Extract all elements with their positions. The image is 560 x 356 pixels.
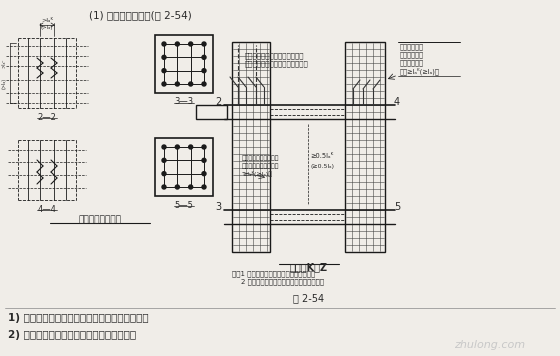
- Circle shape: [202, 69, 206, 73]
- Circle shape: [189, 82, 193, 86]
- Circle shape: [202, 185, 206, 189]
- Circle shape: [162, 158, 166, 162]
- Circle shape: [162, 55, 166, 59]
- Circle shape: [175, 82, 179, 86]
- Bar: [232, 42, 270, 252]
- Text: zhulong.com: zhulong.com: [454, 340, 526, 350]
- Text: 纵向鑉筋弯折要求: 纵向鑉筋弯折要求: [78, 215, 122, 225]
- Text: 2) 柱纵向鑉筋的连接宜采用机械连接接头。: 2) 柱纵向鑉筋的连接宜采用机械连接接头。: [8, 330, 136, 340]
- Text: 4: 4: [394, 97, 400, 107]
- Text: 框支梁或楼层: 框支梁或楼层: [400, 59, 424, 66]
- Text: 2—2: 2—2: [38, 112, 57, 121]
- Text: ≥lₐᴷ(≥lₐ)。: ≥lₐᴷ(≥lₐ)。: [242, 171, 272, 177]
- Circle shape: [189, 145, 193, 149]
- Circle shape: [162, 185, 166, 189]
- Text: (>lₐ): (>lₐ): [41, 25, 53, 30]
- Text: 锁入框支架或楼层板内: 锁入框支架或楼层板内: [242, 163, 279, 169]
- Circle shape: [202, 158, 206, 162]
- Text: 框支栗K乙Z: 框支栗K乙Z: [290, 262, 328, 272]
- Circle shape: [175, 145, 179, 149]
- Circle shape: [202, 145, 206, 149]
- Text: ≥0.5lₐᴷ: ≥0.5lₐᴷ: [310, 153, 334, 159]
- Text: 框支柱部分纵筋延伸到上层剪力: 框支柱部分纵筋延伸到上层剪力: [245, 52, 305, 59]
- Circle shape: [202, 172, 206, 176]
- Text: 2 柱纵向鑉筋的连接宜采用机械连接接头。: 2 柱纵向鑉筋的连接宜采用机械连接接头。: [232, 278, 324, 284]
- Text: 5: 5: [394, 202, 400, 212]
- Text: >lₐᴷ: >lₐᴷ: [41, 17, 53, 22]
- Text: 图 2-54: 图 2-54: [293, 293, 324, 303]
- Text: 算起，弯锁入: 算起，弯锁入: [400, 51, 424, 58]
- Circle shape: [202, 42, 206, 46]
- Circle shape: [202, 82, 206, 86]
- Text: 自框支柱边缘: 自框支柱边缘: [400, 43, 424, 49]
- Text: 力墙楼板顶，规则为：能通则通。: 力墙楼板顶，规则为：能通则通。: [245, 60, 309, 67]
- Bar: [164, 44, 204, 84]
- Circle shape: [189, 42, 193, 46]
- Circle shape: [175, 42, 179, 46]
- Circle shape: [162, 69, 166, 73]
- Text: (>lₐ): (>lₐ): [2, 78, 7, 89]
- Text: 3—3: 3—3: [174, 98, 194, 106]
- Bar: [155, 35, 213, 93]
- Text: 板内≥lₐᴷ(≥lₐ)。: 板内≥lₐᴷ(≥lₐ)。: [400, 67, 440, 75]
- Bar: [155, 138, 213, 196]
- Text: 2: 2: [215, 97, 221, 107]
- Text: 注：1 柱底纵筋的连接构造同抗震框架柱。: 注：1 柱底纵筋的连接构造同抗震框架柱。: [232, 270, 315, 277]
- Text: 自层支柱边缘算起，弯: 自层支柱边缘算起，弯: [242, 155, 279, 161]
- Circle shape: [162, 42, 166, 46]
- Circle shape: [162, 82, 166, 86]
- Text: (≥0.5lₐ): (≥0.5lₐ): [310, 164, 334, 169]
- Circle shape: [162, 172, 166, 176]
- Text: 1) 框支柱的柱底纵筋的连接构造同抗震框架柱。: 1) 框支柱的柱底纵筋的连接构造同抗震框架柱。: [8, 313, 148, 323]
- Circle shape: [162, 145, 166, 149]
- Bar: [345, 42, 385, 252]
- Bar: [196, 105, 227, 119]
- Circle shape: [202, 55, 206, 59]
- Circle shape: [175, 185, 179, 189]
- Text: (1) 框支柱钉筋构造(图 2-54): (1) 框支柱钉筋构造(图 2-54): [88, 10, 192, 20]
- Circle shape: [189, 185, 193, 189]
- Text: 5—5: 5—5: [175, 200, 193, 209]
- Text: 4—4: 4—4: [38, 204, 57, 214]
- Bar: [164, 147, 204, 187]
- Text: 3: 3: [215, 202, 221, 212]
- Text: >lₐᴷ: >lₐᴷ: [2, 58, 7, 68]
